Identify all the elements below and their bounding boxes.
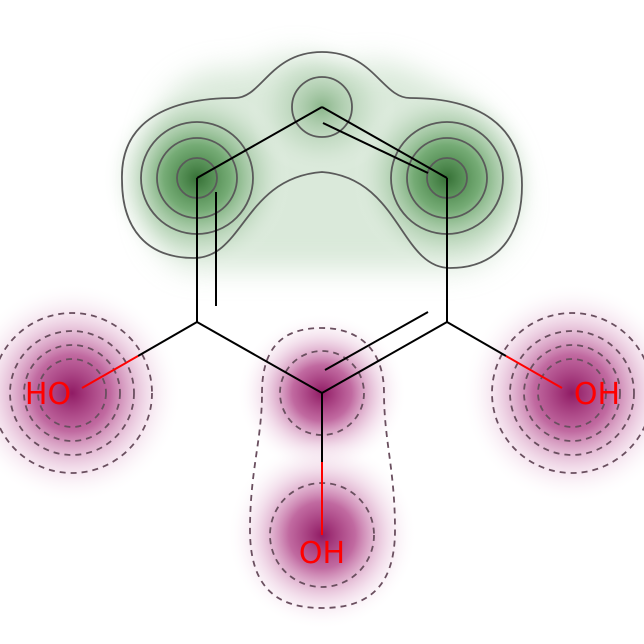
heteroatom-bonds <box>81 355 563 535</box>
bond-c5-o3-carbon-half <box>446 321 507 357</box>
negative-contours <box>0 312 644 609</box>
bond-c5-o3-oxygen-half <box>505 355 563 389</box>
bond-c4-c5-outer <box>321 321 448 394</box>
atom-label-oh-bottom: OH <box>299 536 345 571</box>
atom-label-oh-right: OH <box>574 377 620 412</box>
bond-c3-c4 <box>196 321 323 394</box>
atom-label-ho-left: HO <box>25 377 71 412</box>
bond-c6-c1-outer <box>321 106 448 179</box>
bond-c6-c1-inner <box>322 122 429 174</box>
bond-c3-o1-carbon-half <box>137 321 198 357</box>
bond-c1-c2 <box>196 106 323 179</box>
positive-contours <box>121 51 523 269</box>
bond-c3-o1-oxygen-half <box>81 355 139 389</box>
bonds <box>137 106 507 462</box>
bond-c4-c5-inner <box>324 311 429 371</box>
